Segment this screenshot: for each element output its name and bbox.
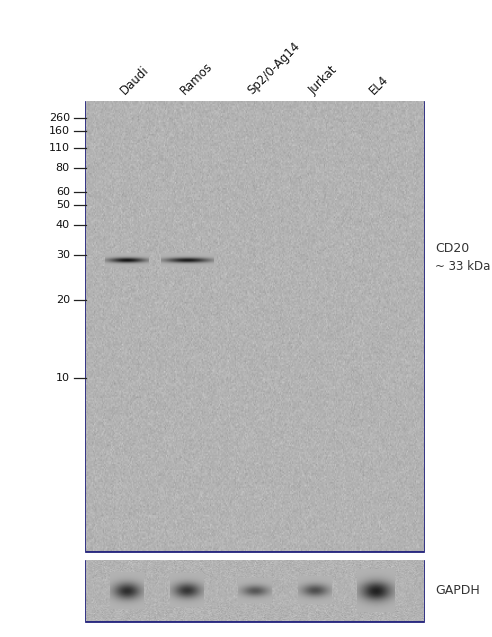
Text: 20: 20 [56,295,70,305]
Text: 110: 110 [49,143,70,153]
Text: Ramos: Ramos [178,59,215,97]
Bar [86,102,423,551]
Text: 10: 10 [56,373,70,383]
Text: CD20: CD20 [435,242,470,255]
Bar [86,561,423,621]
Text: 60: 60 [56,187,70,197]
Text: 40: 40 [56,220,70,230]
Text: Daudi: Daudi [118,63,151,97]
Text: 50: 50 [56,200,70,210]
Text: Sp2/0-Ag14: Sp2/0-Ag14 [246,39,303,97]
Text: GAPDH: GAPDH [435,584,480,598]
Text: 30: 30 [56,250,70,260]
Text: ~ 33 kDa: ~ 33 kDa [435,260,491,273]
Text: EL4: EL4 [367,73,391,97]
Bar [86,561,423,621]
Text: Jurkat: Jurkat [306,63,339,97]
Text: 160: 160 [49,126,70,136]
Text: 80: 80 [56,163,70,173]
Bar [86,102,423,551]
Text: 260: 260 [49,113,70,123]
